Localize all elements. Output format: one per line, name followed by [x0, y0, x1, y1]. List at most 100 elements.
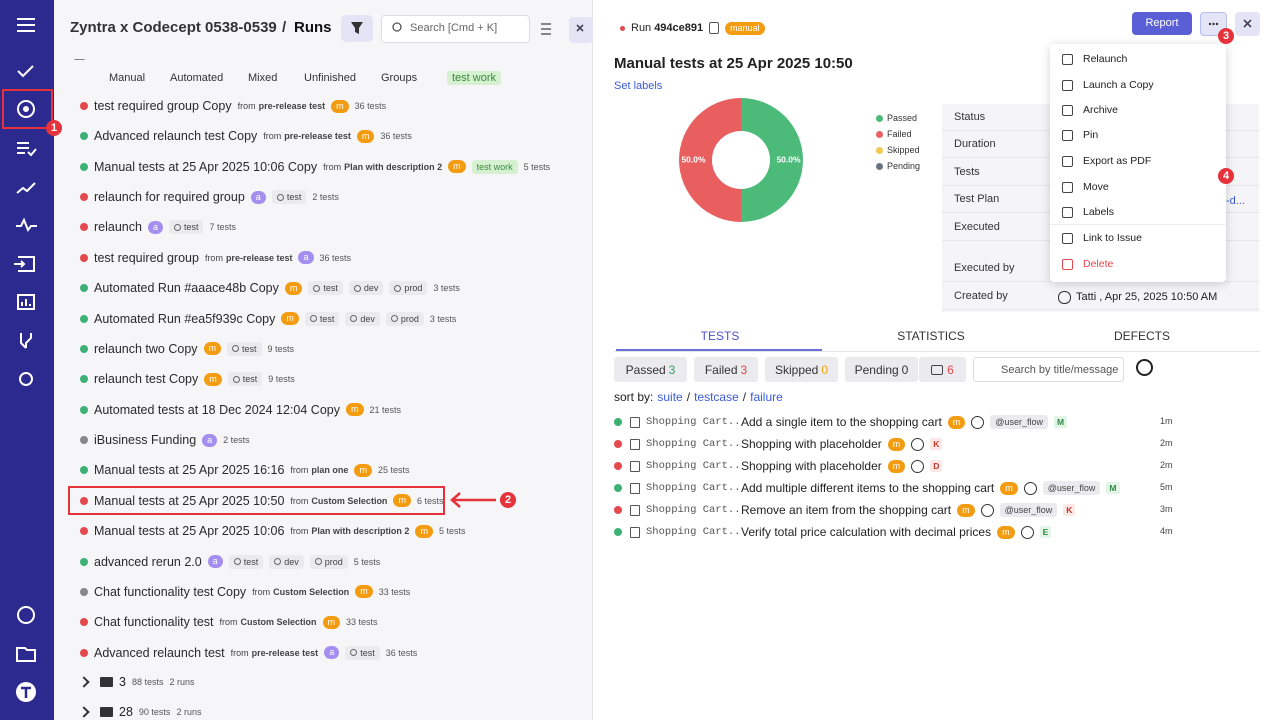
run-row[interactable]: Advanced relaunch test Copy from pre-relea… — [80, 127, 412, 145]
folder-icon[interactable] — [16, 647, 36, 662]
filter-tab[interactable]: Groups — [381, 72, 418, 84]
menu-item[interactable]: Labels — [1050, 203, 1226, 221]
test-row[interactable]: Shopping Cart... Shopping with placeholde… — [614, 457, 943, 475]
menu-item[interactable]: Delete — [1050, 255, 1226, 273]
detail-tab[interactable]: TESTS — [700, 329, 740, 343]
filter-tab[interactable]: Mixed — [248, 72, 278, 84]
menu-item[interactable]: Pin — [1050, 126, 1226, 144]
test-search[interactable]: Search by title/message — [973, 357, 1124, 382]
pie-chart: 50.0% 50.0% — [679, 98, 803, 222]
run-title: Automated Run #aaace48b Copy — [94, 281, 279, 296]
test-key: M — [1106, 482, 1120, 494]
run-tag: prod — [389, 281, 428, 296]
test-row[interactable]: Shopping Cart... Add multiple different i… — [614, 479, 1120, 497]
run-row[interactable]: Manual tests at 25 Apr 2025 10:06 from Pla… — [80, 522, 465, 540]
branch-icon[interactable] — [20, 333, 32, 349]
menu-item[interactable]: Launch a Copy — [1050, 76, 1226, 94]
test-time: 4m — [1160, 526, 1173, 536]
reports-icon[interactable] — [17, 294, 35, 310]
run-row[interactable]: Manual tests at 25 Apr 2025 10:06 Copy fr… — [80, 158, 550, 176]
test-row[interactable]: Shopping Cart... Add a single item to the… — [614, 413, 1068, 431]
tag-text: test — [242, 374, 258, 385]
settings-icon[interactable] — [19, 372, 33, 386]
folder-row[interactable]: 3 88 tests 2 runs — [78, 673, 195, 691]
runs-icon[interactable] — [17, 100, 35, 118]
filter-tab[interactable]: Unfinished — [304, 72, 356, 84]
menu-item[interactable]: Export as PDF — [1050, 152, 1226, 170]
run-row[interactable]: Automated Run #ea5f939c Copy m test dev prod… — [80, 310, 456, 328]
suite-icon — [630, 460, 640, 472]
run-row[interactable]: Manual tests at 25 Apr 2025 16:16 from pla… — [80, 461, 409, 479]
detail-tab[interactable]: STATISTICS — [897, 329, 965, 343]
copy-icon[interactable] — [709, 22, 720, 34]
run-row[interactable]: relaunch a test 7 tests — [80, 218, 236, 236]
tag-text: dev — [360, 313, 375, 324]
run-badge: m — [448, 160, 466, 174]
help-icon[interactable] — [17, 606, 35, 624]
import-icon[interactable] — [14, 256, 35, 272]
run-row[interactable]: Chat functionality test Copy from Custom S… — [80, 583, 410, 601]
run-row[interactable]: relaunch for required group a test 2 tests — [80, 188, 339, 206]
filter-tab[interactable]: Automated — [170, 72, 224, 84]
run-title: iBusiness Funding — [94, 433, 197, 448]
run-row[interactable]: Automated tests at 18 Dec 2024 12:04 Cop… — [80, 401, 401, 419]
set-labels[interactable]: Set labels — [614, 80, 663, 92]
tag-icon — [350, 315, 358, 323]
run-title: Chat functionality test — [94, 615, 214, 630]
project-name: Zyntra x Codecept 0538-0539 — [70, 19, 277, 36]
count-filter[interactable]: Pending 0 — [845, 357, 918, 382]
filter-button[interactable] — [341, 15, 373, 42]
menu-icon[interactable] — [17, 18, 35, 32]
menu-icon — [1062, 79, 1073, 91]
run-from: from Custom Selection — [252, 587, 349, 597]
menu-item[interactable]: Archive — [1050, 101, 1226, 119]
tag-icon — [232, 345, 240, 353]
count-filter[interactable]: Failed 3 — [694, 357, 758, 382]
analytics-icon[interactable] — [16, 182, 36, 194]
pulse-icon[interactable] — [16, 217, 37, 233]
tag-icon — [314, 558, 322, 566]
menu-item[interactable]: Move — [1050, 178, 1226, 196]
comments-filter[interactable]: 6 — [919, 357, 966, 382]
check-icon[interactable] — [17, 65, 34, 78]
close-panel[interactable] — [569, 17, 593, 43]
search-box[interactable]: Search [Cmd + K] — [381, 15, 530, 43]
run-row[interactable]: Automated Run #aaace48b Copy m test dev prod… — [80, 279, 460, 297]
detail-tab[interactable]: DEFECTS — [1113, 329, 1170, 343]
count-filter[interactable]: Skipped 0 — [765, 357, 838, 382]
run-row[interactable]: relaunch test Copy m test 9 tests — [80, 370, 295, 388]
run-row[interactable]: relaunch two Copy m test 9 tests — [80, 340, 294, 358]
run-plan: Custom Selection — [240, 617, 317, 628]
run-row[interactable]: Manual tests at 25 Apr 2025 10:50 from Cus… — [80, 492, 443, 510]
plans-icon[interactable] — [17, 142, 37, 157]
sort-option[interactable]: suite — [657, 390, 683, 404]
callout: 1 — [46, 120, 62, 136]
run-row[interactable]: test required group from pre-release test a… — [80, 249, 351, 267]
run-tag: dev — [348, 281, 384, 296]
menu-item[interactable]: Relaunch — [1050, 50, 1226, 68]
report-button[interactable]: Report — [1132, 12, 1192, 35]
close-button[interactable] — [1235, 12, 1260, 36]
run-tag: prod — [309, 554, 348, 569]
test-row[interactable]: Shopping Cart... Remove an item from the … — [614, 501, 1076, 519]
sort-option[interactable]: failure — [750, 390, 783, 404]
run-row[interactable]: Chat functionality test from Custom Select… — [80, 613, 378, 631]
menu-item[interactable]: Link to Issue — [1050, 229, 1226, 247]
sidebar-icons — [14, 18, 37, 702]
run-row[interactable]: iBusiness Funding a 2 tests — [80, 431, 250, 449]
run-row[interactable]: test required group Copy from pre-release … — [80, 97, 386, 115]
menu-divider — [1050, 224, 1226, 225]
test-key: M — [1053, 416, 1068, 428]
sort-option[interactable]: testcase — [694, 390, 739, 404]
test-row[interactable]: Shopping Cart... Shopping with placeholde… — [614, 435, 943, 453]
folder-row[interactable]: 28 90 tests 2 runs — [78, 703, 201, 720]
count-filter[interactable]: Passed 3 — [614, 357, 687, 382]
test-row[interactable]: Shopping Cart... Verify total price calcu… — [614, 523, 1052, 541]
run-row[interactable]: Advanced relaunch test from pre-release te… — [80, 644, 417, 662]
filter-tab[interactable]: test work — [447, 71, 502, 85]
avatar-filter[interactable] — [1136, 359, 1153, 376]
run-from: from pre-release test — [238, 101, 326, 111]
filter-tab[interactable]: Manual — [109, 72, 146, 84]
arrow — [450, 492, 496, 508]
run-row[interactable]: advanced rerun 2.0 a test dev prod 5 tests — [80, 553, 380, 571]
